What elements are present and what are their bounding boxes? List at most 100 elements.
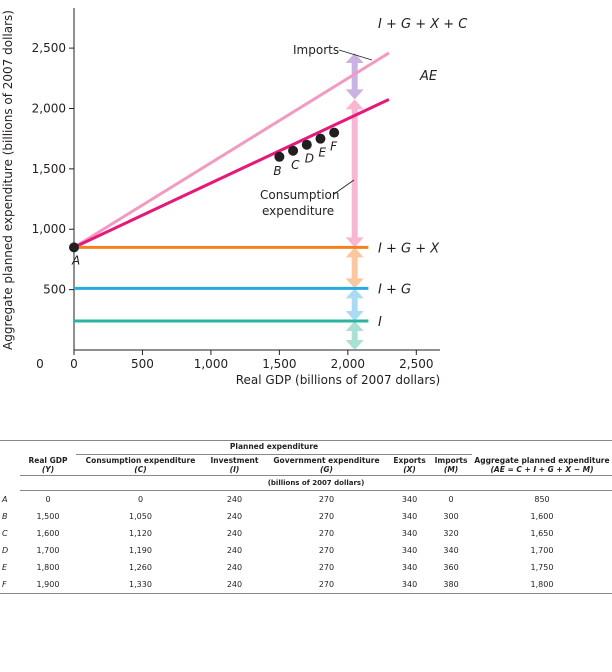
table-cell: 1,190 <box>129 546 152 555</box>
table-row: A 0 0 240 270 340 0 850 <box>0 491 612 509</box>
imports-leader <box>338 49 373 61</box>
label-ig: I + G <box>378 282 411 297</box>
x-tick-label: 2,000 <box>331 357 365 371</box>
column-header-symbol: (C) <box>134 465 147 474</box>
column-header-title: Imports <box>434 456 468 465</box>
table-row: D 1,700 1,190 240 270 340 340 1,700 <box>0 542 612 559</box>
x-tick-label: 1,500 <box>262 357 296 371</box>
column-header-symbol: (AE = C + I + G + X − M) <box>490 465 594 474</box>
table-cell: 1,330 <box>76 576 205 594</box>
table-cell: 270 <box>318 512 335 521</box>
y-tick-label: 2,500 <box>32 41 66 55</box>
point-b <box>274 151 285 162</box>
table-cell: 1,900 <box>20 576 76 594</box>
point-label-e: E <box>318 146 326 160</box>
column-header: Real GDP (Y) <box>20 455 76 476</box>
column-header-title: Consumption expenditure <box>85 456 196 465</box>
label-ae: AE <box>419 69 438 84</box>
expenditure-table: Planned expenditure Real GDP (Y) Consumpti… <box>0 440 612 594</box>
row-label: F <box>0 576 20 594</box>
consumption-label-line1: Consumption <box>260 188 339 202</box>
column-header-symbol: (X) <box>403 465 416 474</box>
table-cell: 1,120 <box>129 529 152 538</box>
column-header: Investment (I) <box>205 455 264 476</box>
table-cell: 1,600 <box>530 512 554 521</box>
table-cell: 0 <box>45 495 51 504</box>
double-arrow <box>345 247 364 289</box>
column-header: Imports (M) <box>430 455 472 476</box>
point-d <box>301 139 312 150</box>
column-header: Aggregate planned expenditure (AE = C + I… <box>472 455 612 476</box>
table-cell: 1,500 <box>36 512 60 521</box>
table-cell: 270 <box>318 495 335 504</box>
origin-label: 0 <box>36 357 44 371</box>
row-label: E <box>2 563 8 572</box>
table-cell: 1,650 <box>530 529 554 538</box>
column-header: Exports (X) <box>389 455 430 476</box>
table-cell: 240 <box>226 495 243 504</box>
table-row: B 1,500 1,050 240 270 340 300 1,600 <box>0 508 612 525</box>
table-cell: 1,700 <box>530 546 554 555</box>
table-cell: 1,700 <box>36 546 60 555</box>
column-header-symbol: (M) <box>443 465 459 474</box>
imports-label: Imports <box>293 43 339 57</box>
row-label: C <box>2 529 8 538</box>
table-cell: 240 <box>226 563 243 572</box>
table-cell: 270 <box>318 546 335 555</box>
label-total: I + G + X + C <box>378 17 468 32</box>
table-cell: 270 <box>318 529 335 538</box>
row-label: B <box>2 512 8 521</box>
planned-expenditure-header: Planned expenditure <box>76 440 472 455</box>
table-cell: 1,050 <box>129 512 152 521</box>
double-arrow <box>345 321 364 350</box>
column-header: Government expenditure (G) <box>264 455 389 476</box>
point-label-d: D <box>305 152 314 166</box>
consumption-label-line2: expenditure <box>262 204 334 218</box>
table-cell: 320 <box>443 529 459 538</box>
x-tick-label: 1,000 <box>194 357 228 371</box>
row-label: D <box>2 546 9 555</box>
row-label: A <box>2 494 8 504</box>
column-header-title: Exports <box>393 456 426 465</box>
column-header: Consumption expenditure (C) <box>76 455 205 476</box>
y-tick-label: 500 <box>43 283 66 297</box>
double-arrow <box>345 52 364 100</box>
point-label-a: A <box>71 253 80 267</box>
column-header-title: Real GDP <box>28 456 68 465</box>
column-header-symbol: (I) <box>229 465 240 474</box>
table-cell: 850 <box>534 495 550 504</box>
expenditure-table-container: Planned expenditure Real GDP (Y) Consumpti… <box>0 440 612 594</box>
column-header-symbol: (Y) <box>41 465 55 474</box>
x-tick-label: 500 <box>131 357 154 371</box>
table-cell: 340 <box>401 529 418 538</box>
y-axis-label: Aggregate planned expenditure (billions … <box>1 10 15 350</box>
table-cell: 300 <box>443 512 459 521</box>
table-cell: 340 <box>401 546 418 555</box>
double-arrow <box>345 99 364 248</box>
x-tick-label: 0 <box>70 357 78 371</box>
table-cell: 340 <box>401 495 418 504</box>
total-line <box>73 51 390 249</box>
table-cell: 270 <box>318 563 335 572</box>
table-cell: 1,750 <box>530 563 554 572</box>
y-tick-label: 1,000 <box>32 222 66 236</box>
table-cell: 1,800 <box>472 576 612 594</box>
point-label-c: C <box>291 158 300 172</box>
x-axis-label: Real GDP (billions of 2007 dollars) <box>236 373 441 387</box>
x-tick-label: 2,500 <box>399 357 433 371</box>
point-a <box>69 242 79 253</box>
table-cell: 0 <box>137 495 144 504</box>
table-cell: 1,600 <box>36 529 60 538</box>
table-cell: 240 <box>226 512 243 521</box>
y-tick-label: 1,500 <box>32 162 66 176</box>
column-header-title: Government expenditure <box>273 456 380 465</box>
y-tick-label: 2,000 <box>32 101 66 115</box>
column-header-row: Real GDP (Y) Consumption expenditure (C) Inv… <box>0 455 612 476</box>
point-label-f: F <box>330 140 338 154</box>
double-arrow <box>345 288 364 322</box>
table-cell: 360 <box>443 563 459 572</box>
table-cell: 240 <box>226 546 243 555</box>
ae-line <box>73 98 390 249</box>
table-cell: 340 <box>401 563 418 572</box>
table-cell: 1,800 <box>36 563 60 572</box>
